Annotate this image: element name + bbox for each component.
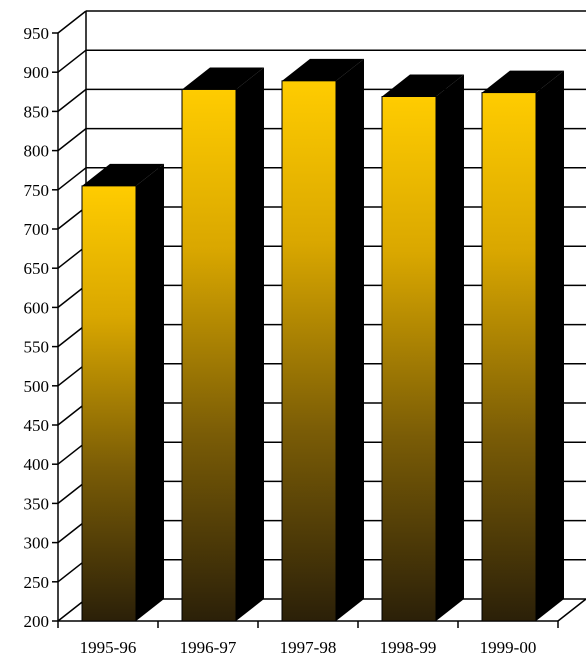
gridline-diagonal: [57, 480, 87, 504]
gridline-diagonal: [57, 559, 87, 583]
bar-side-1996-97: [236, 67, 264, 621]
bar-1998-99: [381, 96, 437, 622]
y-tick-label: 200: [24, 612, 50, 631]
x-tick-label: 1997-98: [280, 638, 337, 657]
y-tick-label: 450: [24, 416, 50, 435]
floor-right-edge: [557, 598, 586, 622]
gridline-diagonal: [57, 245, 87, 269]
y-tick-label: 400: [24, 455, 50, 474]
x-tick-label: 1995-96: [80, 638, 137, 657]
bar-side-1995-96: [136, 163, 164, 621]
y-tick-label: 850: [24, 102, 50, 121]
y-tick-label: 250: [24, 573, 50, 592]
y-tick-label: 600: [24, 298, 50, 317]
y-tick-label: 500: [24, 377, 50, 396]
bar-top-1995-96: [82, 163, 164, 186]
bar-side-1997-98: [336, 58, 364, 622]
gridline-diagonal: [57, 520, 87, 544]
bar-top-1999-00: [482, 70, 564, 93]
bar-1995-96: [81, 185, 137, 622]
gridline-diagonal: [57, 284, 87, 308]
bars: [81, 58, 564, 622]
y-tick-label: 950: [24, 24, 50, 43]
x-tick-label: 1996-97: [180, 638, 237, 657]
gridline-diagonal: [57, 128, 87, 152]
y-tick-label: 350: [24, 494, 50, 513]
bar-1999-00: [481, 92, 537, 622]
bar-side-1998-99: [436, 74, 464, 621]
y-tick-label: 650: [24, 259, 50, 278]
bar-1997-98: [281, 80, 337, 622]
gridline-diagonal: [57, 598, 87, 622]
x-tick-label: 1999-00: [480, 638, 537, 657]
x-tick-labels: 1995-96 1996-97 1997-98 1998-99 1999-00: [80, 638, 537, 657]
gridline-diagonal: [57, 88, 87, 112]
x-tick-label: 1998-99: [380, 638, 437, 657]
bar-top-1997-98: [282, 58, 364, 81]
y-tick-label: 550: [24, 338, 50, 357]
gridline-diagonal: [57, 167, 87, 191]
gridline-diagonal: [57, 206, 87, 230]
y-tick-label: 900: [24, 63, 50, 82]
bar-top-1998-99: [382, 74, 464, 97]
y-tick-label: 300: [24, 534, 50, 553]
bar-1996-97: [181, 88, 237, 622]
y-tick-label: 700: [24, 220, 50, 239]
y-tick-label: 750: [24, 181, 50, 200]
y-tick-labels: 200 250 300 350 400 450 500 550 600 650 700 750 800 8…: [24, 24, 50, 631]
y-tick-label: 800: [24, 142, 50, 161]
bar-side-1999-00: [536, 70, 564, 622]
gridline-diagonal: [57, 402, 87, 426]
gridline-diagonal: [57, 441, 87, 465]
gridline-diagonal: [57, 49, 87, 73]
gridline-diagonal: [57, 10, 87, 34]
gridline-diagonal: [57, 324, 87, 348]
bar-top-1996-97: [182, 67, 264, 90]
gridline-diagonal: [57, 363, 87, 387]
